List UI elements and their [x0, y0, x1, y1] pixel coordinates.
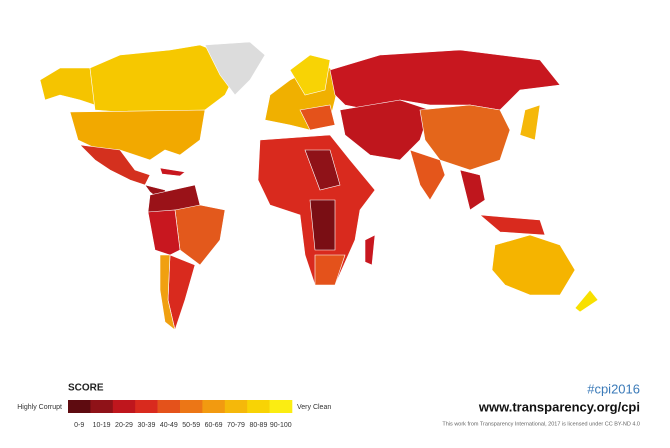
legend-label: 10-19	[93, 422, 111, 429]
legend-label: 70-79	[227, 422, 245, 429]
legend-title: SCORE	[68, 383, 104, 394]
legend-swatch	[157, 400, 181, 413]
legend-label: 90-100	[270, 422, 292, 429]
country-region	[479, 214, 546, 236]
country-region	[459, 169, 486, 211]
legend-label: 30-39	[137, 422, 155, 429]
legend-label: 80-89	[249, 422, 267, 429]
license-text: This work from Transparency Internationa…	[442, 421, 640, 427]
legend-swatch	[224, 400, 248, 413]
country-region	[364, 234, 376, 266]
legend-swatch	[135, 400, 158, 413]
legend-swatch	[90, 400, 114, 413]
country-region	[314, 254, 346, 286]
legend-label: 60-69	[205, 422, 223, 429]
legend-swatch	[112, 400, 136, 413]
legend-low-label: Highly Corrupt	[17, 404, 62, 411]
country-region	[299, 104, 336, 131]
country-region	[204, 41, 266, 96]
country-region	[69, 109, 206, 161]
hashtag: #cpi2016	[587, 381, 640, 396]
country-region	[329, 49, 561, 111]
country-region	[289, 54, 331, 96]
country-region	[409, 149, 446, 201]
country-region	[159, 254, 176, 331]
legend: 0-9 10-19 20-29 30-39 40-49 50-59 60-69 70-79 80…	[68, 400, 293, 429]
website-url: www.transparency.org/cpi	[478, 399, 640, 414]
legend-swatch	[269, 400, 293, 413]
legend-label: 0-9	[74, 422, 84, 429]
legend-label: 50-59	[182, 422, 200, 429]
country-region	[339, 99, 431, 161]
legend-swatch	[202, 400, 226, 413]
country-region	[419, 104, 511, 171]
country-region	[309, 199, 336, 251]
legend-swatch	[247, 400, 270, 413]
country-region	[304, 149, 341, 191]
legend-label: 20-29	[115, 422, 133, 429]
country-region	[574, 289, 599, 313]
country-region	[491, 234, 576, 296]
country-region	[39, 67, 96, 106]
country-region	[519, 104, 541, 141]
legend-high-label: Very Clean	[297, 404, 331, 411]
legend-swatch	[180, 400, 203, 413]
country-region	[174, 204, 226, 266]
country-region	[159, 167, 186, 177]
legend-label: 40-49	[160, 422, 178, 429]
country-region	[147, 209, 181, 256]
world-map	[39, 41, 599, 332]
legend-swatch	[68, 400, 91, 413]
